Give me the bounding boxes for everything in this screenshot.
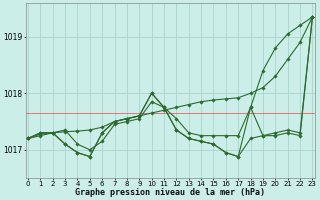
X-axis label: Graphe pression niveau de la mer (hPa): Graphe pression niveau de la mer (hPa): [75, 188, 265, 197]
